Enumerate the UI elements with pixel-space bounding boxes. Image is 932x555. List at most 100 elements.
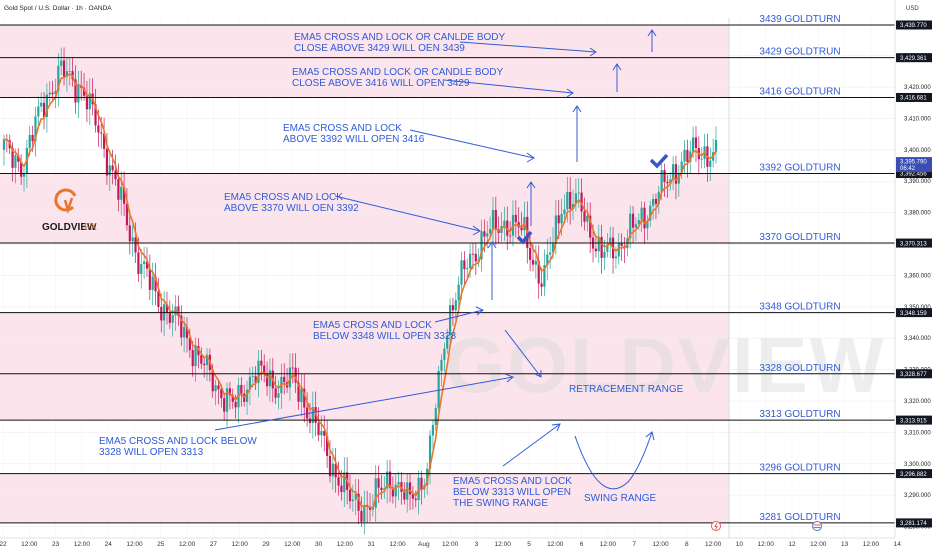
time-tick-label: 12:00 [21,541,38,548]
candle-body [497,229,500,233]
candle-body [540,283,543,287]
candle-body [640,207,643,221]
candle-body [143,261,146,264]
candle-body [494,209,497,230]
last-price-bg [896,157,932,173]
candle-body [486,233,489,237]
candle-body [34,116,37,142]
lightning-icon[interactable] [711,521,721,531]
candle-body [62,60,66,77]
candle-body [88,93,91,110]
goldturn-label: 3416 GOLDTURN [759,86,840,97]
check-mark-icon [649,153,669,169]
candle-body [629,213,632,239]
candle-body [340,485,343,493]
candle-body [408,482,412,495]
candle-body [543,265,546,287]
candle-body [188,337,191,351]
time-tick-label: 27 [210,541,218,548]
logo-subtext: FX [84,222,97,233]
annotation-line: EMA5 CROSS AND LOCK [224,192,343,203]
candle-body [77,85,80,103]
candle-body [45,94,48,117]
candle-body [154,276,157,292]
candle-body [609,237,612,245]
us-flag-icon[interactable] [812,521,822,531]
candle-body [323,431,326,436]
candle-body [220,389,223,399]
annotation-line: CLOSE ABOVE 3429 WILL OEN 3439 [294,43,465,54]
candle-body [82,87,86,96]
arrow-head-icon [566,88,574,98]
candle-body [563,209,566,214]
annotation-line: RETRACEMENT RANGE [569,384,684,395]
candle-body [51,92,54,95]
candle-body [60,60,63,66]
annotation-line: ABOVE 3392 WILL OPEN 3416 [283,134,425,145]
candle-body [560,213,563,224]
time-tick-label: 12:00 [758,541,775,548]
candle-body [151,276,154,290]
candle-body [65,71,69,77]
candle-body [694,137,698,149]
candle-body [294,367,297,383]
price-tick-label: 3,310.000 [904,430,931,436]
time-tick-label: 30 [315,541,323,548]
candle-body [377,478,380,488]
time-tick-label: 31 [368,541,376,548]
candle-body [42,102,46,117]
candle-body [28,134,31,149]
annotation-line: EMA5 CROSS AND LOCK [453,476,572,487]
candle-body [177,306,180,316]
annotation-line: EMA5 CROSS AND LOCK [313,320,432,331]
candle-body [157,291,160,307]
arrow [459,41,597,53]
price-badge-label: 3,429.361 [900,56,927,62]
goldturn-label: 3313 GOLDTURN [759,409,840,420]
goldturn-levels: 3439 GOLDTURN 3429 GOLDTRUN 3416 GOLDTURN 3… [0,14,895,524]
candle-body [254,376,257,383]
candle-body [225,388,229,412]
candle-body [583,211,586,222]
candle-body [394,484,397,497]
candle-body [231,395,234,402]
price-tick-label: 3,300.000 [904,462,931,468]
candle-body [520,227,523,231]
candle-body [368,506,372,510]
event-icons [711,521,822,531]
candle-body [363,504,366,522]
candle-body [257,360,260,383]
price-badge-bg [896,415,932,425]
candle-body [145,261,149,269]
arrow-head-icon [526,152,535,163]
arrow [443,79,574,94]
candle-body [74,79,77,103]
arrow-head-icon [475,306,484,316]
candle-body [672,164,675,180]
time-axis[interactable]: 22 12:00 23 12:00 24 12:00 25 12:00 27 12:00 29 12:… [0,541,901,548]
candle-body [383,488,386,491]
candle-body [117,179,120,200]
annotation-line: BELOW 3313 WILL OPEN [453,487,571,498]
candle-body [134,237,137,253]
arrow-head-icon [551,423,561,432]
arrow [502,423,561,467]
candle-body [306,407,309,419]
candle-body [606,244,609,252]
candle-body [17,155,20,162]
candle-body [431,424,435,436]
candle-body [631,213,635,228]
candle-body [200,355,203,364]
arrow-head-icon [487,241,497,249]
arrow-head-icon [589,47,597,57]
candle-body [211,369,214,392]
candle-body [303,388,306,408]
price-tick-label: 3,410.000 [904,116,931,122]
annotation-line: BELOW 3348 WILL OPEN 3328 [313,331,456,342]
candle-body [551,243,555,253]
price-badge-label: 3,296.882 [900,472,927,478]
candle-body [677,173,680,184]
ema5-line [3,73,717,509]
candle-body [397,482,400,485]
